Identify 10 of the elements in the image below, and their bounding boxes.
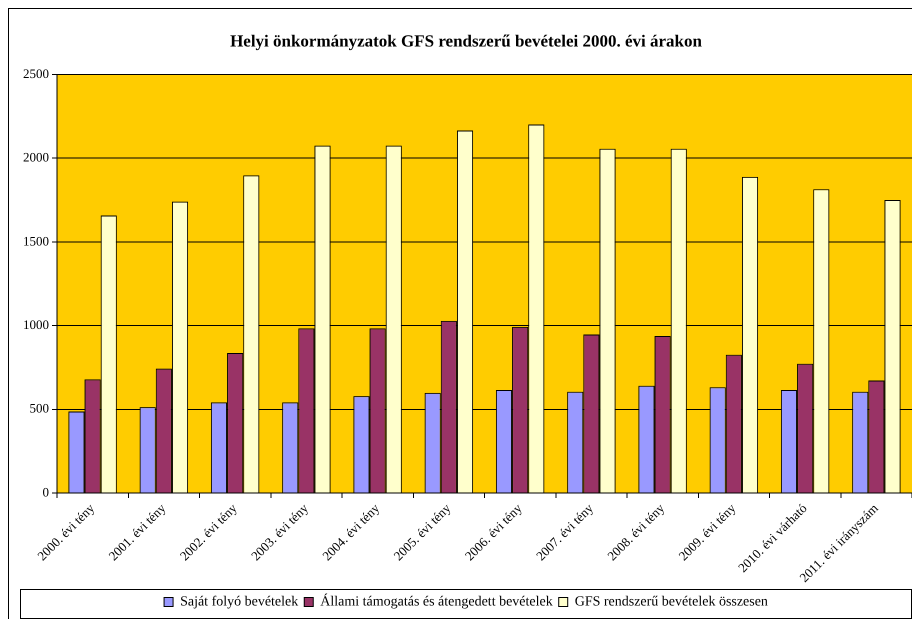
- legend-label: Állami támogatás és átengedett bevételek: [320, 592, 553, 610]
- y-tick-label: 500: [30, 400, 49, 416]
- y-tick-label: 1000: [23, 317, 49, 332]
- y-tick-label: 2500: [23, 66, 49, 81]
- y-tick-label: 0: [42, 484, 49, 500]
- y-tick-label: 1500: [23, 233, 49, 248]
- legend-label: GFS rendszerű bevételek összesen: [574, 594, 768, 610]
- chart-title: Helyi önkormányzatok GFS rendszerű bevételei 2000. évi árakon: [230, 32, 702, 51]
- y-tick-label: 2000: [23, 150, 49, 165]
- legend-label: Saját folyó bevételek: [180, 594, 298, 610]
